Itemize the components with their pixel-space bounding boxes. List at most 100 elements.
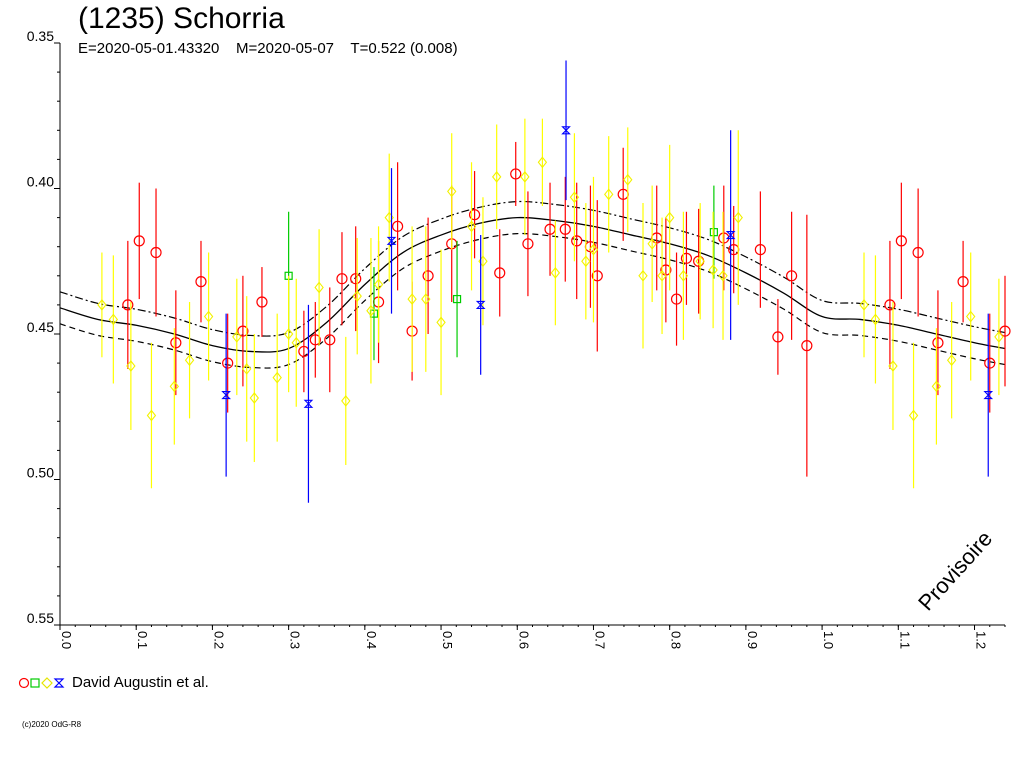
data-point-hourglass (983, 391, 994, 400)
x-tick-label: 0.0 (59, 631, 74, 649)
data-point-circle (133, 235, 145, 247)
data-point-diamond (352, 290, 362, 303)
data-point-diamond (638, 269, 648, 282)
data-point-diamond (232, 331, 242, 343)
y-tick-label: 0.40 (27, 174, 54, 190)
data-point-circle (222, 357, 234, 369)
data-point-diamond (242, 363, 252, 375)
data-point-diamond (373, 278, 384, 291)
data-point-diamond (537, 156, 548, 169)
data-point-diamond (966, 310, 976, 323)
data-point-diamond (184, 354, 195, 367)
data-point-diamond (146, 409, 157, 422)
y-tick-label: 0.50 (27, 465, 54, 481)
data-point-circle (237, 325, 249, 337)
data-point-hourglass (475, 300, 486, 309)
data-point-hourglass (303, 399, 314, 408)
x-tick-label: 0.1 (135, 631, 150, 649)
data-point-diamond (550, 267, 561, 279)
data-point-circle (984, 357, 996, 369)
data-point-circle (670, 293, 683, 305)
x-tick-label: 0.7 (592, 631, 607, 649)
data-point-diamond (888, 360, 898, 372)
data-point-diamond (931, 380, 942, 393)
data-point-diamond (569, 191, 580, 204)
data-point-circle (772, 331, 784, 343)
data-point-circle (494, 267, 506, 279)
data-point-circle (786, 270, 798, 282)
data-point-diamond (908, 409, 919, 422)
legend-markers (18, 676, 65, 689)
data-point-diamond (436, 316, 446, 329)
data-point-circle (912, 246, 924, 259)
data-point-diamond (341, 395, 351, 407)
data-point-circle (336, 273, 348, 285)
data-point-diamond (520, 170, 530, 183)
y-tick-label: 0.45 (27, 319, 54, 335)
data-point-diamond (291, 336, 301, 349)
y-tick-label: 0.55 (27, 610, 54, 626)
data-point-circle (801, 340, 813, 352)
data-point-circle (392, 220, 404, 232)
data-point-circle (324, 334, 336, 346)
data-point-hourglass (386, 236, 397, 245)
legend: David Augustin et al. (18, 674, 209, 691)
data-point-circle (591, 270, 603, 282)
data-point-circle (422, 270, 434, 282)
data-point-diamond (870, 313, 881, 326)
data-point-hourglass (561, 126, 571, 135)
data-point-circle (718, 232, 730, 244)
data-point-diamond (581, 255, 591, 268)
data-point-diamond (623, 173, 633, 186)
data-point-diamond (203, 310, 214, 323)
chart-title: (1235) Schorria (78, 2, 285, 35)
data-point-circle (170, 337, 182, 349)
x-tick-label: 0.2 (211, 631, 226, 649)
data-point-diamond (421, 293, 431, 305)
data-point-circle (510, 168, 522, 180)
data-point-diamond (126, 360, 136, 372)
data-point-diamond (994, 331, 1004, 343)
data-point-circle (195, 276, 207, 288)
data-point-circle (122, 299, 134, 311)
x-tick-label: 0.5 (440, 631, 455, 649)
data-point-diamond (447, 185, 457, 198)
x-tick-label: 1.2 (974, 631, 989, 649)
fit-upper-band (59, 200, 1006, 337)
y-tick-label: 0.35 (27, 28, 54, 44)
data-point-diamond (604, 188, 614, 201)
data-point-circle (468, 209, 481, 221)
data-point-diamond (657, 269, 667, 282)
legend-label: David Augustin et al. (72, 674, 209, 691)
data-point-diamond (466, 220, 477, 233)
x-tick-label: 0.4 (364, 631, 379, 649)
x-tick-label: 0.8 (669, 631, 684, 649)
data-point-diamond (708, 264, 718, 276)
data-point-diamond (272, 371, 282, 384)
fit-curve (59, 216, 1006, 353)
fit-lower-band (59, 232, 1006, 369)
data-point-diamond (733, 211, 743, 224)
watermark-text: Provisoire (913, 526, 997, 615)
data-point-diamond (249, 392, 260, 404)
data-point-diamond (695, 255, 705, 268)
data-point-diamond (678, 269, 689, 282)
data-point-diamond (97, 299, 107, 311)
chart-subtitle: E=2020-05-01.43320 M=2020-05-07 T=0.522 … (78, 40, 458, 57)
data-point-circle (309, 334, 321, 346)
data-point-circle (571, 235, 583, 247)
copyright-notice: (c)2020 OdG-R8 (22, 720, 82, 729)
data-point-circle (957, 276, 969, 288)
data-point-circle (999, 325, 1011, 337)
data-point-circle (680, 252, 693, 264)
data-point-circle (150, 246, 162, 259)
data-point-diamond (647, 237, 657, 250)
data-point-diamond (407, 293, 417, 305)
data-point-circle (522, 238, 534, 250)
data-point-diamond (366, 304, 376, 317)
data-point-diamond (859, 299, 869, 311)
x-tick-label: 0.9 (745, 631, 760, 649)
data-point-circle (350, 273, 362, 285)
x-tick-label: 0.3 (288, 631, 303, 649)
